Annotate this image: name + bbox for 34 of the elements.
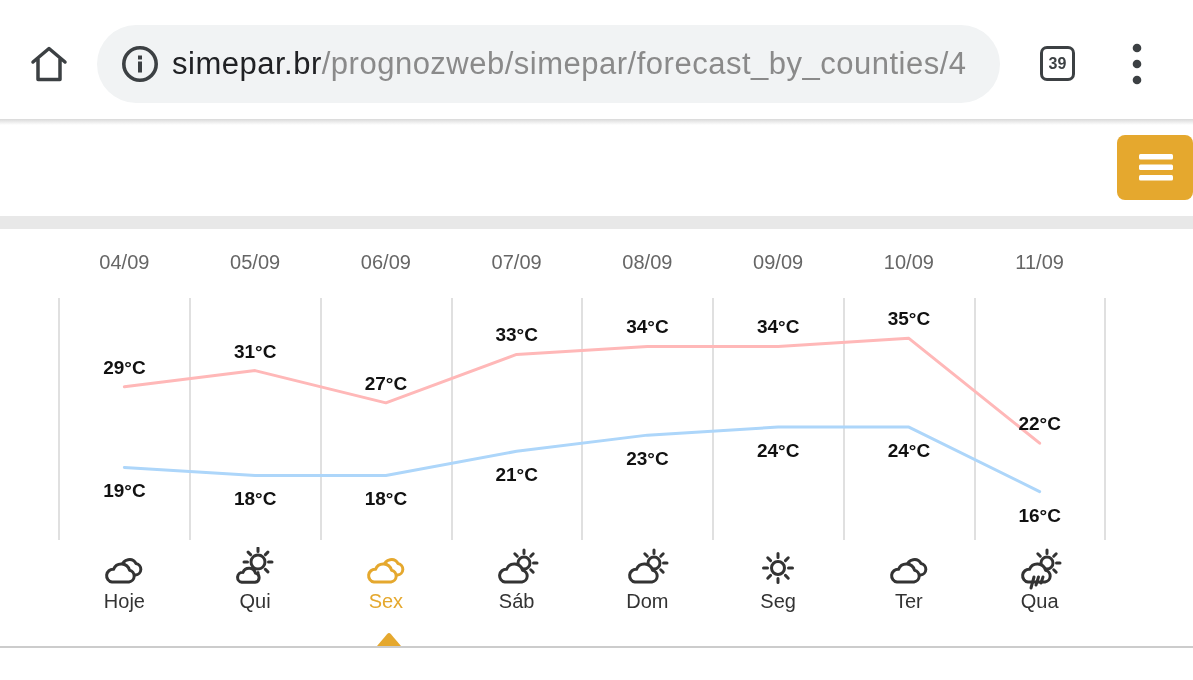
- text: 08/09: [621, 250, 674, 274]
- tab-switcher-button: 39: [1040, 46, 1075, 81]
- x-tick-label: Sex: [368, 590, 404, 612]
- data-label: 33°C: [495, 324, 539, 346]
- x-tick-label: Qua: [1020, 590, 1060, 612]
- x-tick-label: Sáb: [498, 590, 535, 612]
- data-label: 22°C: [1018, 413, 1062, 435]
- text: 09/09: [752, 250, 805, 274]
- data-label: 18°C: [233, 488, 277, 510]
- data-label: 29°C: [103, 356, 146, 378]
- data-label: 27°C: [364, 372, 408, 394]
- data-label: 34°C: [756, 316, 800, 338]
- x-tick-label: Hoje: [103, 590, 145, 612]
- x-tick-label: Seg: [760, 590, 796, 612]
- data-label: 19°C: [103, 480, 146, 502]
- text: 11/09: [1014, 250, 1065, 274]
- data-label: 18°C: [364, 488, 408, 510]
- data-label: 23°C: [626, 448, 669, 470]
- data-label: 34°C: [626, 316, 669, 338]
- address-field: simepar.br/prognozweb/simepar/forecast_by_counties/4: [97, 25, 1000, 103]
- text: 04/09: [98, 250, 151, 274]
- data-label: 24°C: [887, 440, 931, 462]
- x-tick-label: Dom: [626, 590, 669, 612]
- data-label: 24°C: [756, 440, 800, 462]
- data-label: 16°C: [1018, 504, 1062, 526]
- x-tick-label: Ter: [894, 590, 924, 612]
- data-label: 35°C: [887, 308, 931, 330]
- text: 06/09: [359, 250, 412, 274]
- text: 05/09: [229, 250, 282, 274]
- data-label: 31°C: [233, 340, 277, 362]
- text: 10/09: [882, 250, 935, 274]
- data-label: 21°C: [495, 464, 539, 486]
- text: 07/09: [490, 250, 543, 274]
- x-tick-label: Qui: [239, 590, 271, 612]
